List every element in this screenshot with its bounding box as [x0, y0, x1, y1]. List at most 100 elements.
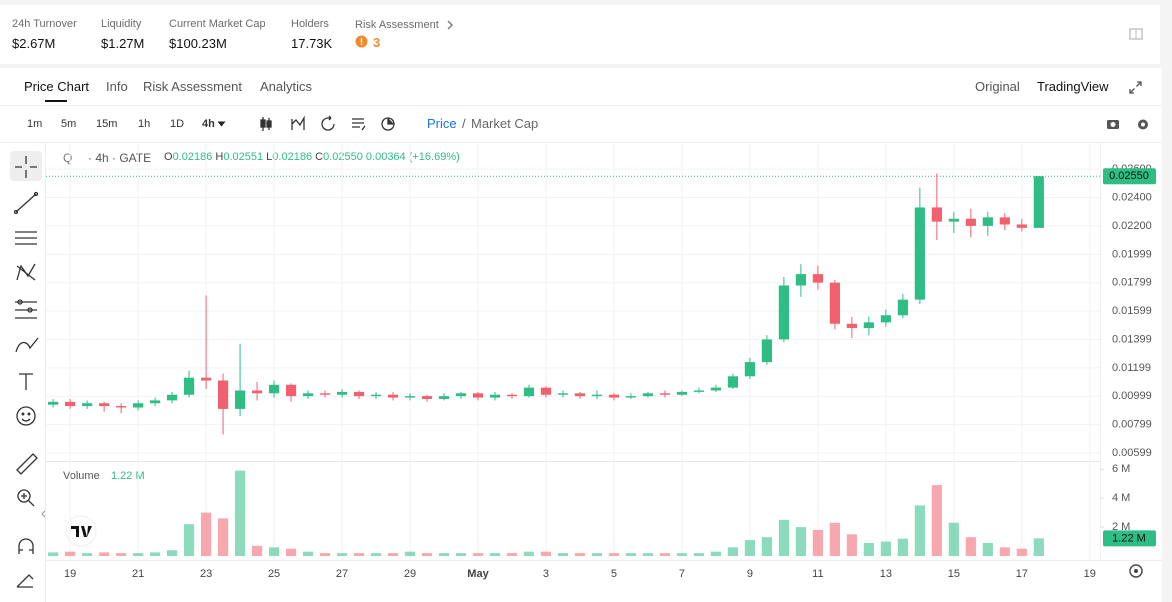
x-tick-label: 3 — [543, 568, 549, 580]
interval[interactable]: 1h — [138, 118, 151, 130]
volume-bar — [370, 553, 382, 556]
candle-body — [1016, 224, 1027, 228]
x-tick-label: 17 — [1016, 568, 1028, 580]
tv-logo — [65, 515, 97, 547]
tab[interactable]: Price Chart — [24, 79, 90, 94]
candle-body — [251, 390, 263, 394]
volume-bar — [880, 541, 891, 556]
candle-body — [880, 315, 891, 323]
candle-body — [948, 218, 959, 222]
volume-bar — [523, 551, 535, 556]
risk-link[interactable]: Risk Assessment — [355, 19, 439, 31]
legend-source: · 4h · GATE — [88, 151, 152, 165]
interval[interactable]: 5m — [61, 118, 77, 130]
ohlc-value: 0.02186 — [172, 151, 213, 163]
volume-bar — [302, 551, 314, 556]
tab[interactable]: Analytics — [260, 79, 313, 94]
risk-score: 3 — [373, 35, 381, 50]
volume-bar — [557, 553, 569, 556]
ohlc-label: L — [266, 151, 273, 163]
volume-bar — [353, 553, 365, 556]
settings-icon[interactable] — [1129, 564, 1143, 578]
interval[interactable]: 15m — [96, 118, 118, 130]
y-tick-label: 0.01199 — [1112, 362, 1151, 374]
volume-bar — [608, 553, 620, 556]
x-tick-label: 19 — [64, 568, 76, 580]
volume-bar — [82, 553, 93, 556]
volume-bar — [778, 519, 790, 556]
candle-body — [48, 401, 59, 405]
drawing-toolbar[interactable] — [0, 142, 46, 602]
y-tick-label: 0.00799 — [1112, 419, 1152, 431]
ohlc-change: 0.00364 (+16.69%) — [365, 151, 460, 163]
market-cap-toggle[interactable]: Market Cap — [471, 116, 539, 131]
interval[interactable]: 4h — [202, 118, 215, 130]
candle-body — [99, 403, 110, 407]
y-tick-label: 0.02200 — [1112, 220, 1152, 232]
candle-body — [676, 391, 688, 395]
candle-body — [285, 384, 297, 397]
x-tick-label: 19 — [1084, 568, 1096, 580]
volume-bar — [268, 547, 280, 556]
stat-label: Holders — [291, 18, 329, 30]
chart-card — [0, 68, 1162, 602]
divider — [0, 142, 1162, 143]
candle-body — [133, 403, 144, 408]
expand-icon[interactable] — [1129, 81, 1142, 94]
ohlc-label: H — [215, 151, 224, 163]
chart: 19 21 23 25 27 29 May 3 5 7 9 11 13 15 17 19 0.00599 0.00… — [46, 142, 1162, 580]
tab[interactable]: Info — [106, 79, 128, 94]
view-mode[interactable]: TradingView — [1037, 79, 1109, 94]
volume-bar — [285, 548, 297, 556]
volume-legend-value: 1.22 M — [111, 470, 145, 482]
candle-body — [829, 282, 840, 324]
book-icon[interactable] — [1129, 28, 1143, 40]
x-tick-label: 15 — [948, 568, 960, 580]
candle-body — [812, 274, 823, 283]
candle-body — [319, 393, 331, 395]
volume-bar — [710, 551, 722, 556]
toolbar-icons[interactable] — [258, 114, 398, 134]
y-tick-label: 0.02400 — [1112, 191, 1152, 203]
candle-body — [727, 376, 739, 388]
volume-bar — [914, 505, 925, 556]
x-tick-label: 7 — [679, 568, 685, 580]
x-tick-label: 23 — [200, 568, 212, 580]
volume-bar — [99, 552, 110, 556]
stat-value: 17.73K — [291, 36, 333, 51]
interval[interactable]: 1D — [170, 118, 185, 130]
candle-body — [234, 390, 246, 409]
x-axis-divider — [46, 560, 1162, 561]
x-tick-label: 13 — [880, 568, 892, 580]
volume-bar — [591, 553, 603, 556]
y-tick-label: 0.01799 — [1112, 277, 1152, 289]
volume-bar — [574, 553, 586, 556]
volume-bar — [744, 540, 756, 556]
stat-value: $1.27M — [101, 36, 145, 51]
stat-label: Liquidity — [101, 18, 142, 30]
candle-body — [931, 207, 942, 222]
view-mode[interactable]: Original — [975, 79, 1020, 94]
interval[interactable]: 1m — [27, 118, 43, 130]
candle-body — [268, 384, 280, 394]
candle-body — [914, 207, 925, 300]
stats-card — [0, 5, 1160, 64]
candle-body — [540, 387, 552, 395]
tab[interactable]: Risk Assessment — [143, 79, 242, 94]
axis-divider — [1100, 142, 1101, 560]
camera-settings-icons[interactable] — [1106, 117, 1152, 132]
volume-bar — [404, 551, 416, 556]
volume-bar — [829, 522, 840, 556]
volume-bar — [676, 553, 688, 556]
volume-bar — [795, 527, 806, 556]
x-tick-label: 9 — [747, 568, 753, 580]
candle-body — [387, 394, 399, 398]
divider — [0, 105, 1162, 106]
price-toggle[interactable]: Price — [427, 116, 457, 131]
candle-body — [795, 274, 806, 286]
y2-tick-label: 4 M — [1112, 492, 1130, 504]
volume-bar — [625, 553, 637, 556]
candle-body — [693, 390, 705, 392]
price-label: 0.02550 — [1109, 170, 1149, 182]
